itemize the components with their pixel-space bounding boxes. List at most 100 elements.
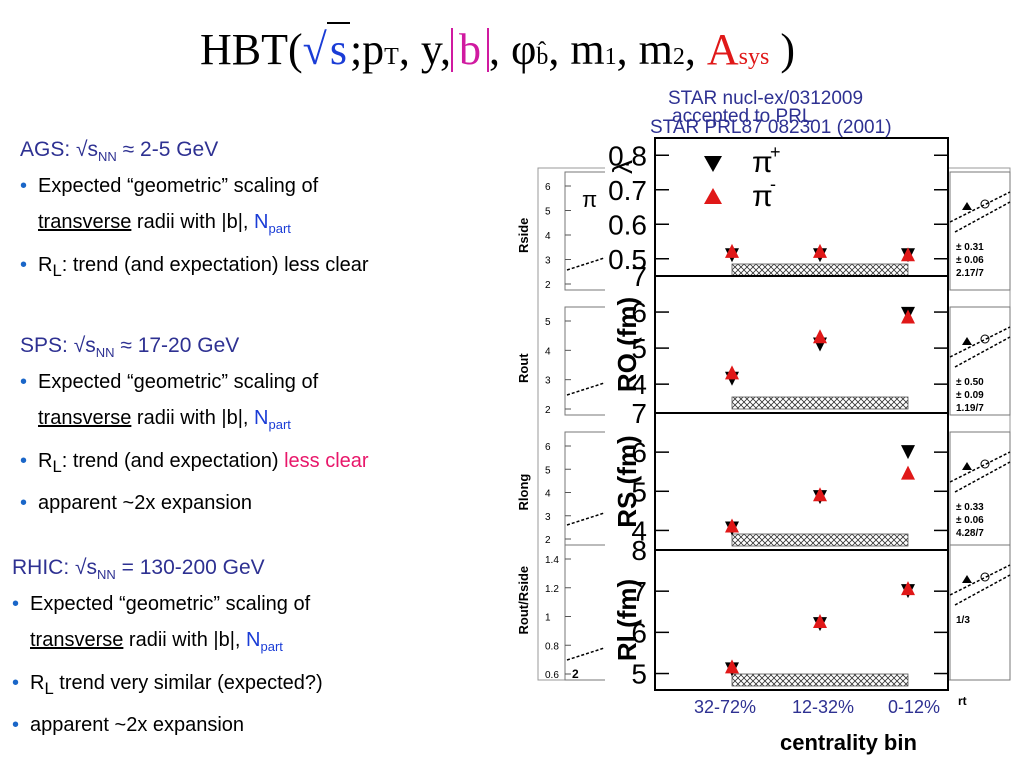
- bg-right-value: ± 0.06: [956, 515, 984, 526]
- bg-ylabel: Rout/Rside: [516, 566, 531, 635]
- bg-tick-label: 2: [545, 405, 551, 416]
- bg-right-corner: rt: [958, 694, 967, 708]
- fg-tick-label: 0.7: [608, 175, 647, 206]
- pi-minus-marker: [901, 581, 915, 596]
- fg-tick-label: 7: [631, 576, 647, 607]
- legend-pi-minus-label: π: [752, 180, 773, 213]
- formula-comma: ,: [684, 25, 696, 74]
- centrality-bin-2: 12-32%: [792, 697, 855, 717]
- rhic-bullet-2: RL trend very similar (expected?): [12, 665, 492, 707]
- bg-right-value: ± 0.50: [956, 377, 984, 388]
- ags-bullet-1: Expected “geometric” scaling oftransvers…: [20, 168, 500, 247]
- fg-tick-label: 0.5: [608, 244, 647, 275]
- sps-bullet-1: Expected “geometric” scaling oftransvers…: [20, 364, 500, 443]
- ags-bullet-2: RL: trend (and expectation) less clear: [20, 247, 500, 289]
- bg-marker-open: [980, 572, 990, 582]
- bg-tick-label: 1.4: [545, 555, 559, 566]
- fg-tick-label: 0.6: [608, 209, 647, 240]
- bg-tick-label: 2: [545, 280, 551, 291]
- fg-ylabel-lambda: λ: [607, 160, 638, 174]
- pi-minus-marker: [901, 247, 915, 262]
- legend-pi-plus-label: π: [752, 146, 773, 179]
- bg-bottom-tick: 2: [572, 667, 579, 681]
- pi-minus-marker: [813, 487, 827, 502]
- fg-systematic-band: [731, 396, 909, 410]
- fg-tick-label: 5: [631, 333, 647, 364]
- bg-panel-frame-right: [949, 306, 1011, 416]
- bg-tick-label: 2: [545, 535, 551, 546]
- fg-tick-label: 5: [631, 476, 647, 507]
- bg-panel-frame-right: [949, 171, 1011, 291]
- bg-fit-line-right-2: [954, 336, 1011, 368]
- fg-tick-label: 7: [631, 398, 647, 429]
- reference-line-3: STAR PRL87 082301 (2001): [650, 117, 892, 138]
- formula-prefix: HBT(: [200, 25, 303, 74]
- bg-tick-label: 1: [545, 613, 551, 624]
- bg-tick-label: 6: [545, 442, 551, 453]
- bg-fit-line-right: [949, 564, 1011, 596]
- fg-ylabel: Rl (fm): [612, 579, 642, 661]
- hbt-formula: HBT(√s;pT, y, b, φb̂, m1, m2, Asys ): [200, 22, 795, 92]
- bg-tick-label: 0.8: [545, 641, 559, 652]
- reference-line-2: accepted to PRL: [672, 106, 813, 127]
- bg-tick-label: 3: [545, 512, 551, 523]
- bg-marker-open: [980, 334, 990, 344]
- bg-marker-right: [962, 337, 972, 345]
- ags-title: AGS: √sNN ≈ 2-5 GeV: [20, 138, 219, 165]
- bg-panel-frame-right: [949, 544, 1011, 681]
- formula-y: , y,: [398, 25, 451, 74]
- formula-m2-sub: 2: [672, 44, 685, 70]
- fg-tick-label: 6: [631, 297, 647, 328]
- bg-fit-line-right: [949, 326, 1011, 358]
- fg-ylabel: RO (fm): [612, 297, 642, 392]
- bg-marker-right: [962, 202, 972, 210]
- bg-right-value: ± 0.33: [956, 502, 984, 513]
- fg-systematic-band: [731, 263, 909, 277]
- formula-m1: , m: [548, 25, 605, 74]
- fg-ylabel: RS (fm): [612, 435, 642, 527]
- fg-systematic-band: [731, 673, 909, 687]
- bg-tick-label: 3: [545, 256, 551, 267]
- fg-tick-label: 6: [631, 437, 647, 468]
- fg-tick-label: 0.8: [608, 140, 647, 171]
- ags-section: AGS: √sNN ≈ 2-5 GeV Expected “geometric”…: [20, 138, 500, 289]
- legend-pi-minus-sign: -: [770, 174, 776, 194]
- formula-pt: ;p: [349, 25, 385, 74]
- formula-pt-sub: T: [384, 44, 399, 70]
- fg-panel-frame-3: [654, 549, 949, 691]
- bg-marker-open: [980, 199, 990, 209]
- bg-pi-label: π: [582, 187, 597, 212]
- fg-tick-label: 6: [631, 617, 647, 648]
- formula-b: b: [451, 28, 489, 72]
- formula-asys-sub: sys: [738, 44, 770, 70]
- pi-minus-marker: [813, 614, 827, 629]
- bg-right-value: ± 0.09: [956, 390, 984, 401]
- sqrt-icon: √: [302, 25, 327, 74]
- bg-right-value: ± 0.31: [956, 242, 984, 253]
- formula-suffix: ): [780, 25, 795, 74]
- bg-fit-line-right-2: [954, 201, 1011, 233]
- formula-asys: A: [706, 25, 739, 74]
- formula-m1-sub: 1: [604, 44, 617, 70]
- centrality-axis-label: centrality bin: [780, 730, 917, 755]
- pi-minus-marker: [813, 243, 827, 258]
- bg-tick-label: 4: [545, 489, 551, 500]
- pi-minus-marker: [901, 465, 915, 480]
- pi-minus-marker: [725, 243, 739, 258]
- formula-phi: , φ: [489, 25, 537, 74]
- bg-marker-open: [980, 459, 990, 469]
- sps-section: SPS: √sNN ≈ 17-20 GeV Expected “geometri…: [20, 334, 500, 521]
- bg-fit-line-right: [949, 191, 1011, 223]
- formula-phi-sub: b̂: [536, 44, 549, 70]
- bg-ylabel: Rout: [516, 353, 531, 383]
- pi-minus-marker: [725, 518, 739, 533]
- bg-right-value: 1/3: [956, 615, 970, 626]
- bg-tick-label: 5: [545, 207, 551, 218]
- pi-minus-marker: [725, 365, 739, 380]
- centrality-bin-3: 0-12%: [888, 697, 941, 717]
- bg-ylabel: Rlong: [516, 474, 531, 511]
- bg-right-value: ± 0.06: [956, 255, 984, 266]
- pi-minus-marker: [901, 309, 915, 324]
- pi-plus-marker: [901, 445, 915, 460]
